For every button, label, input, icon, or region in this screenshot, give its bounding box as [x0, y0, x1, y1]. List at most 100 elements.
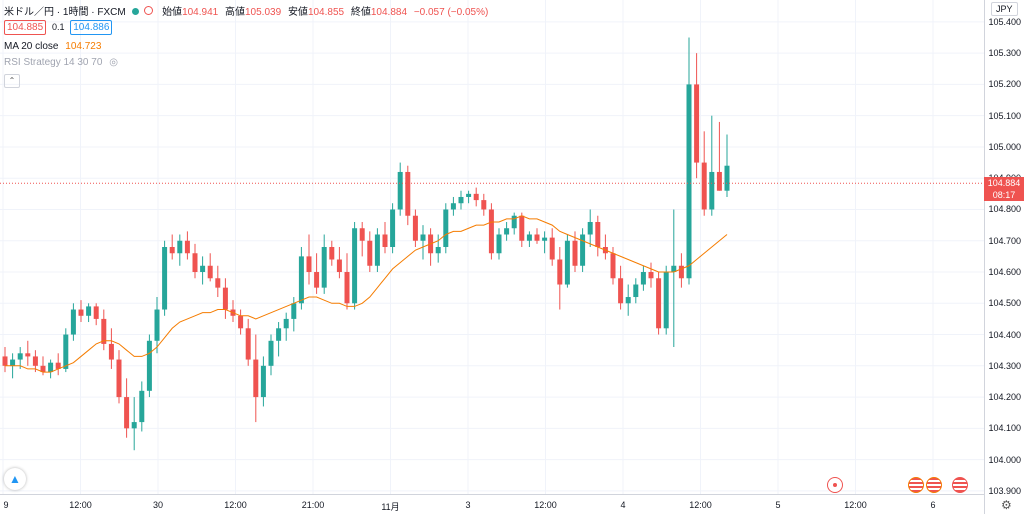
candle[interactable]	[397, 162, 403, 216]
candle[interactable]	[108, 328, 114, 369]
candle[interactable]	[131, 397, 137, 451]
time-axis[interactable]: 9 12:00 30 12:00 21:00 11月 3 12:00 4 12:00 5 12:00 6	[0, 494, 984, 515]
candle[interactable]	[352, 221, 358, 310]
candle[interactable]	[116, 350, 122, 404]
candle[interactable]	[306, 234, 312, 285]
candle[interactable]	[602, 234, 608, 260]
candle[interactable]	[428, 228, 434, 266]
candle[interactable]	[359, 221, 365, 257]
candle[interactable]	[70, 303, 76, 341]
candle[interactable]	[238, 309, 244, 335]
candle[interactable]	[268, 334, 274, 376]
candle[interactable]	[200, 256, 206, 285]
candle[interactable]	[640, 265, 646, 291]
candle[interactable]	[458, 190, 464, 210]
candle[interactable]	[78, 300, 84, 323]
candle[interactable]	[276, 322, 282, 357]
candle[interactable]	[55, 353, 61, 376]
candle[interactable]	[519, 212, 525, 247]
candle[interactable]	[253, 334, 259, 423]
candle[interactable]	[382, 221, 388, 254]
bid-button[interactable]: 104.885	[4, 20, 47, 35]
candle[interactable]	[526, 231, 532, 247]
candle[interactable]	[154, 297, 160, 354]
candle[interactable]	[694, 53, 700, 179]
candle[interactable]	[420, 225, 426, 260]
candle[interactable]	[648, 262, 654, 288]
candle[interactable]	[405, 165, 411, 226]
candle[interactable]	[716, 121, 722, 191]
candle[interactable]	[245, 318, 251, 366]
candle[interactable]	[412, 209, 418, 247]
collapse-legend-button[interactable]: ⌃	[4, 74, 20, 88]
eye-hidden-icon[interactable]: ◎	[109, 57, 118, 68]
candle[interactable]	[146, 334, 152, 398]
candle[interactable]	[549, 228, 555, 266]
candle[interactable]	[595, 215, 601, 257]
candle[interactable]	[435, 234, 441, 263]
candle[interactable]	[542, 231, 548, 254]
candle[interactable]	[336, 247, 342, 279]
candle[interactable]	[344, 253, 350, 310]
candle[interactable]	[390, 203, 396, 254]
chart-plot-area[interactable]: 米ドル／円 · 1時間 · FXCM 始値104.941 高値105.039 安…	[0, 0, 984, 494]
candle[interactable]	[450, 196, 456, 216]
candlestick-chart[interactable]	[0, 0, 984, 494]
ma-legend[interactable]: MA 20 close 104.723	[4, 41, 101, 52]
candle[interactable]	[534, 228, 540, 244]
candle[interactable]	[466, 190, 472, 204]
candle[interactable]	[473, 187, 479, 207]
candle[interactable]	[504, 221, 510, 241]
candle[interactable]	[169, 234, 175, 260]
candle[interactable]	[656, 272, 662, 335]
candle[interactable]	[215, 265, 221, 298]
symbol-name[interactable]: 米ドル／円	[4, 7, 54, 18]
candle[interactable]	[374, 228, 380, 273]
interval[interactable]: 1時間	[62, 7, 89, 18]
price-axis[interactable]: 105.400105.300105.200105.100105.000104.9…	[984, 0, 1024, 514]
candle[interactable]	[580, 228, 586, 273]
candle[interactable]	[671, 209, 677, 348]
candle[interactable]	[564, 234, 570, 288]
candle[interactable]	[618, 265, 624, 310]
candle[interactable]	[184, 231, 190, 260]
chart-settings-gear-icon[interactable]: ⚙	[1001, 498, 1012, 512]
candle[interactable]	[63, 328, 69, 373]
candle[interactable]	[587, 209, 593, 247]
candle[interactable]	[724, 134, 730, 197]
us-flag-event-icon[interactable]	[926, 477, 942, 493]
candle[interactable]	[139, 381, 145, 432]
candle[interactable]	[192, 243, 198, 279]
candle[interactable]	[511, 212, 517, 235]
currency-label[interactable]: JPY	[991, 2, 1018, 16]
ask-button[interactable]: 104.886	[70, 20, 113, 35]
candle[interactable]	[314, 253, 320, 294]
candle[interactable]	[321, 234, 327, 294]
candle[interactable]	[86, 303, 92, 323]
candle[interactable]	[48, 359, 54, 379]
candle[interactable]	[32, 350, 38, 373]
candle[interactable]	[488, 203, 494, 260]
candle[interactable]	[101, 309, 107, 351]
us-flag-event-icon[interactable]	[952, 477, 968, 493]
us-flag-event-icon[interactable]	[908, 477, 924, 493]
candle[interactable]	[481, 193, 487, 216]
candle[interactable]	[283, 312, 289, 341]
candle[interactable]	[443, 203, 449, 254]
candle[interactable]	[701, 131, 707, 216]
candle[interactable]	[124, 378, 130, 438]
candle[interactable]	[222, 278, 228, 319]
candle[interactable]	[709, 115, 715, 216]
candle[interactable]	[2, 347, 8, 373]
candle[interactable]	[17, 347, 23, 369]
candle[interactable]	[663, 265, 669, 335]
candle[interactable]	[625, 284, 631, 316]
candle[interactable]	[260, 356, 266, 407]
event-marker-icon[interactable]	[827, 477, 843, 493]
candle[interactable]	[298, 247, 304, 310]
rsi-legend[interactable]: RSI Strategy 14 30 70 ◎	[4, 57, 118, 68]
tradingview-logo-icon[interactable]: ▲	[4, 468, 26, 490]
candle[interactable]	[207, 253, 213, 282]
currency-switch-icon[interactable]	[144, 6, 154, 15]
candle[interactable]	[93, 303, 99, 326]
